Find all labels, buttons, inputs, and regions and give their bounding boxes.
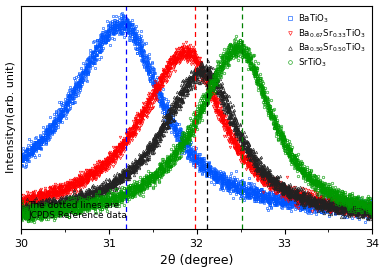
Ba$_{0.67}$Sr$_{0.33}$TiO$_3$ [228,131,233,134]
SrTiO$_3$ [370,202,375,206]
Text: The dotted lines are
JCPDS Reference data: The dotted lines are JCPDS Reference dat… [28,201,127,220]
SrTiO$_3$ [317,185,322,188]
Ba$_{0.50}$Sr$_{0.50}$TiO$_3$ [19,209,23,212]
SrTiO$_3$ [231,42,236,46]
Line: SrTiO$_3$: SrTiO$_3$ [20,43,373,220]
BaTiO$_3$ [235,189,239,192]
Ba$_{0.50}$Sr$_{0.50}$TiO$_3$ [229,122,234,125]
Ba$_{0.67}$Sr$_{0.33}$TiO$_3$ [229,141,234,144]
BaTiO$_3$ [229,185,234,188]
Line: Ba$_{0.50}$Sr$_{0.50}$TiO$_3$: Ba$_{0.50}$Sr$_{0.50}$TiO$_3$ [20,67,373,220]
Ba$_{0.50}$Sr$_{0.50}$TiO$_3$ [370,210,375,213]
Ba$_{0.67}$Sr$_{0.33}$TiO$_3$ [19,196,23,200]
Y-axis label: Intensityn(arb. unit): Intensityn(arb. unit) [5,61,15,173]
X-axis label: 2θ (degree): 2θ (degree) [160,254,233,268]
Line: BaTiO$_3$: BaTiO$_3$ [20,20,373,218]
Line: Ba$_{0.67}$Sr$_{0.33}$TiO$_3$: Ba$_{0.67}$Sr$_{0.33}$TiO$_3$ [20,46,373,216]
BaTiO$_3$ [20,160,25,163]
BaTiO$_3$ [355,215,360,218]
BaTiO$_3$ [370,204,375,207]
Legend: BaTiO$_3$, Ba$_{0.67}$Sr$_{0.33}$TiO$_3$, Ba$_{0.50}$Sr$_{0.50}$TiO$_3$, SrTiO$_: BaTiO$_3$, Ba$_{0.67}$Sr$_{0.33}$TiO$_3$… [283,10,368,72]
Ba$_{0.50}$Sr$_{0.50}$TiO$_3$ [340,210,344,213]
Ba$_{0.50}$Sr$_{0.50}$TiO$_3$ [236,137,241,141]
Ba$_{0.67}$Sr$_{0.33}$TiO$_3$ [180,46,184,49]
Ba$_{0.67}$Sr$_{0.33}$TiO$_3$ [20,200,25,203]
SrTiO$_3$ [20,207,25,211]
Ba$_{0.67}$Sr$_{0.33}$TiO$_3$ [367,213,371,217]
BaTiO$_3$ [316,207,321,210]
BaTiO$_3$ [338,206,343,209]
SrTiO$_3$ [228,52,233,55]
Ba$_{0.67}$Sr$_{0.33}$TiO$_3$ [370,209,375,212]
SrTiO$_3$ [229,43,234,46]
Ba$_{0.50}$Sr$_{0.50}$TiO$_3$ [230,118,235,121]
Ba$_{0.50}$Sr$_{0.50}$TiO$_3$ [203,67,208,70]
Ba$_{0.67}$Sr$_{0.33}$TiO$_3$ [235,150,239,153]
SrTiO$_3$ [19,216,23,220]
BaTiO$_3$ [127,20,132,23]
Ba$_{0.50}$Sr$_{0.50}$TiO$_3$ [26,217,30,220]
Ba$_{0.67}$Sr$_{0.33}$TiO$_3$ [316,202,321,205]
SrTiO$_3$ [236,47,241,50]
Ba$_{0.50}$Sr$_{0.50}$TiO$_3$ [317,203,322,206]
Ba$_{0.67}$Sr$_{0.33}$TiO$_3$ [338,209,343,212]
SrTiO$_3$ [340,199,344,202]
BaTiO$_3$ [19,163,23,166]
SrTiO$_3$ [26,217,30,220]
Ba$_{0.50}$Sr$_{0.50}$TiO$_3$ [20,207,25,210]
BaTiO$_3$ [228,179,233,183]
